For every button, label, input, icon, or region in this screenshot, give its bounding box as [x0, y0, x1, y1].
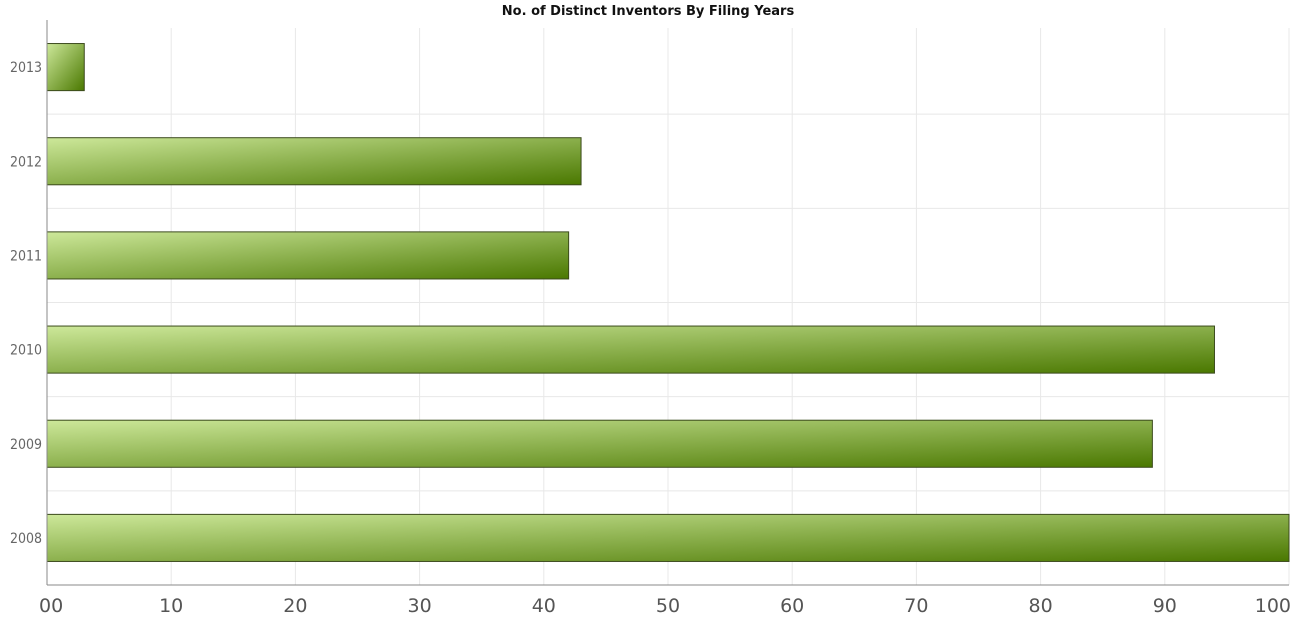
x-tick-label: 100	[1255, 595, 1291, 617]
x-tick-label: 60	[780, 595, 804, 617]
bar-2011	[46, 231, 570, 280]
x-tick-label: 50	[656, 595, 680, 617]
y-tick-label: 2010	[10, 343, 42, 359]
x-tick-label: 00	[39, 595, 63, 617]
gridlines	[47, 28, 1290, 585]
bars	[46, 43, 1290, 562]
x-tick-label: 70	[904, 595, 928, 617]
x-tick-label: 30	[408, 595, 432, 617]
chart-title: No. of Distinct Inventors By Filing Year…	[502, 4, 795, 19]
y-tick-label: 2012	[10, 154, 42, 170]
y-tick-label: 2011	[10, 248, 42, 264]
x-tick-label: 40	[532, 595, 556, 617]
bar-2012	[46, 137, 582, 186]
x-axis-ticks: 00 10 20 30 40 50 60 70 80 90 100	[39, 595, 1291, 617]
x-tick-label: 20	[283, 595, 307, 617]
y-tick-label: 2013	[10, 60, 42, 76]
bar-2013	[46, 43, 85, 92]
bar-2008	[46, 513, 1290, 562]
bar-2010	[46, 325, 1215, 374]
y-axis-ticks: 2013 2012 2011 2010 2009 2008	[10, 60, 42, 547]
bar-2009	[46, 419, 1153, 468]
x-tick-label: 10	[159, 595, 183, 617]
y-tick-label: 2009	[10, 437, 42, 453]
x-tick-label: 90	[1153, 595, 1177, 617]
x-tick-label: 80	[1029, 595, 1053, 617]
y-tick-label: 2008	[10, 531, 42, 547]
